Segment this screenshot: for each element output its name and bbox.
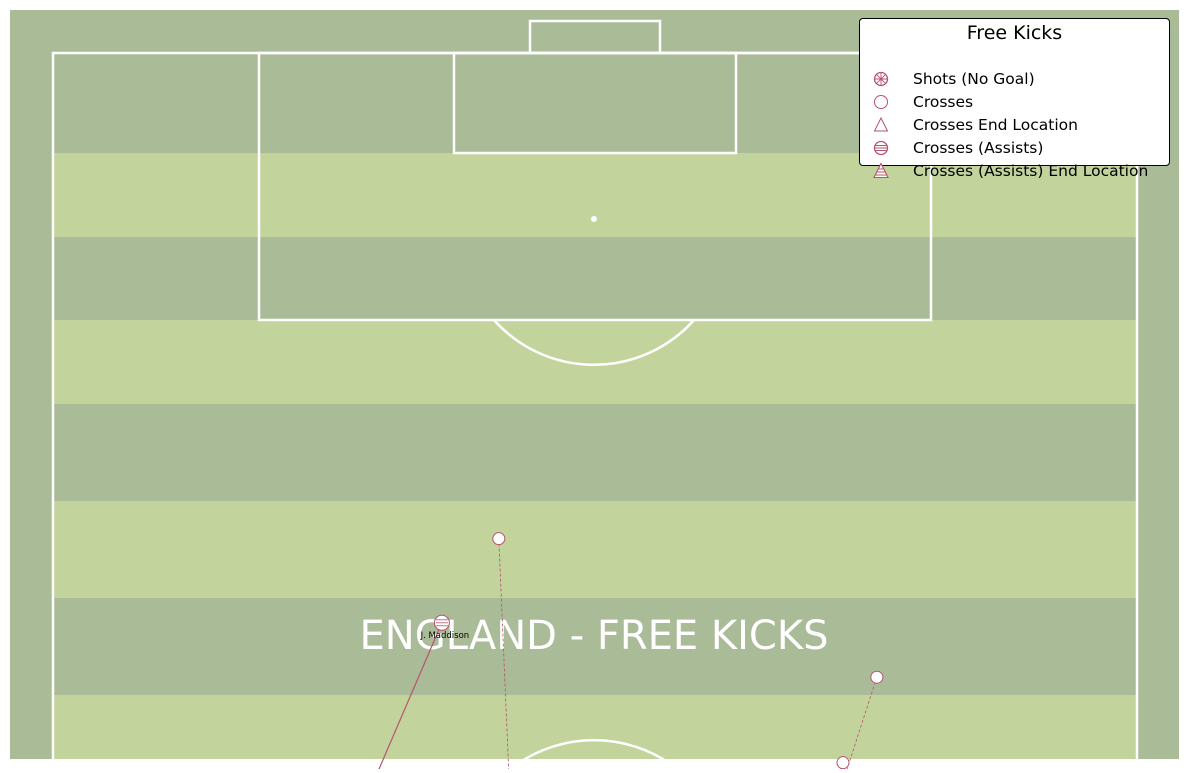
hatched-circle-icon — [873, 71, 889, 87]
legend-label-crosses: Crosses — [913, 93, 974, 111]
legend-label-shots: Shots (No Goal) — [913, 70, 1035, 88]
legend-label-cross-end: Crosses End Location — [913, 116, 1078, 134]
goal — [528, 19, 662, 55]
pitch-stripe — [54, 501, 1136, 598]
centre-circle — [515, 738, 673, 767]
penalty-spot — [591, 216, 597, 222]
hollow-circle-icon — [874, 95, 888, 109]
cross-start-marker — [870, 670, 884, 684]
legend-label-assist-end: Crosses (Assists) End Location — [913, 162, 1149, 180]
legend-item-assist-end: Crosses (Assists) End Location — [870, 160, 1148, 182]
assist-player-label: J. Maddison — [420, 631, 470, 641]
pitch-stripe — [54, 320, 1136, 404]
cross-line — [838, 762, 844, 773]
legend-item-crosses: Crosses — [870, 91, 973, 113]
legend-title: Free Kicks — [966, 22, 1063, 44]
penalty-arc — [493, 319, 695, 367]
striped-circle-icon — [873, 140, 889, 156]
legend-label-assists: Crosses (Assists) — [913, 139, 1044, 157]
legend-item-shots: Shots (No Goal) — [870, 68, 1035, 90]
pitch-stripe — [54, 695, 1136, 759]
legend: Free Kicks Shots (No Goal) Crosses Cross… — [859, 18, 1170, 180]
assist-line — [376, 622, 443, 773]
cross-start-marker — [836, 756, 850, 770]
legend-item-assists: Crosses (Assists) — [870, 137, 1043, 159]
cross-start-marker — [492, 532, 506, 546]
hollow-triangle-icon — [873, 116, 889, 132]
striped-triangle-icon — [873, 162, 889, 179]
pitch-stripe — [54, 153, 1136, 237]
legend-item-cross-end: Crosses End Location — [870, 114, 1078, 136]
